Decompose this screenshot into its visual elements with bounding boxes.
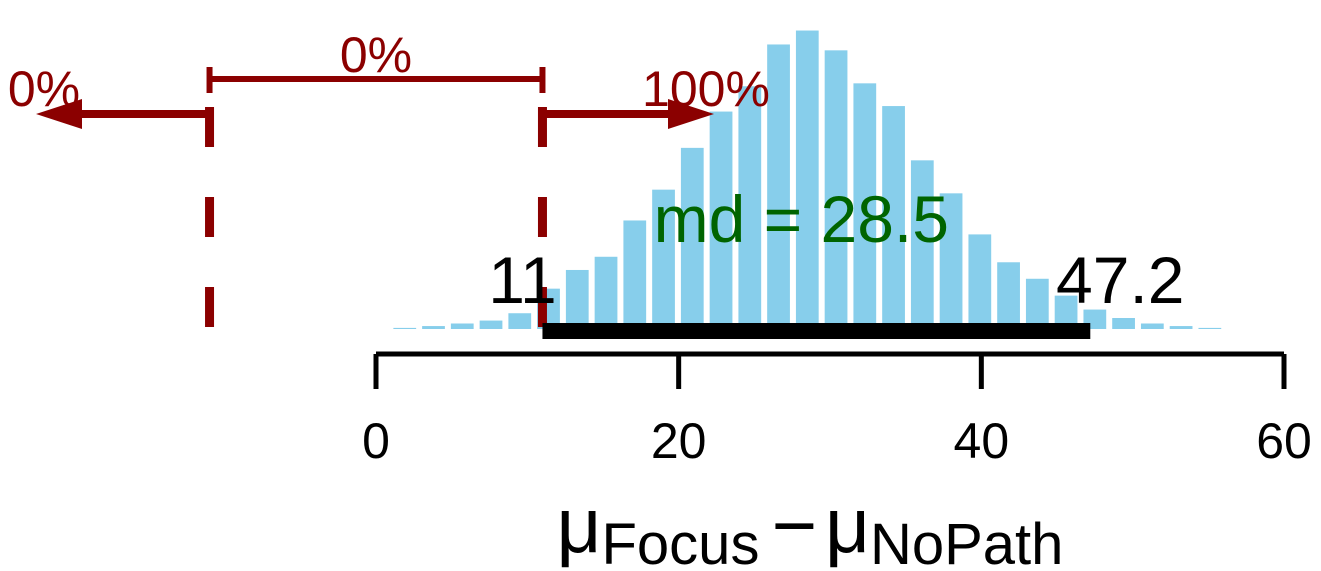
histogram-bar — [422, 326, 445, 329]
x-tick-label: 40 — [954, 413, 1010, 469]
histogram-bar — [565, 269, 589, 329]
histogram-bar — [479, 320, 503, 329]
histogram-bar — [450, 323, 474, 329]
x-axis-label: μFocus − μNoPath — [557, 481, 1064, 571]
histogram-bar — [1112, 318, 1135, 329]
histogram-bar — [767, 44, 790, 329]
rope-right-arrowhead — [668, 99, 714, 129]
minus-sign: − — [771, 481, 817, 569]
histogram-bar — [1198, 327, 1222, 329]
hdi-annotation: 11 47.2 — [488, 243, 1185, 339]
rope-left-percent: 0% — [8, 61, 80, 117]
median-label: md = 28.5 — [654, 182, 949, 256]
histogram-bar — [1054, 295, 1078, 329]
x-tick-label: 60 — [1256, 413, 1312, 469]
histogram-bar — [882, 106, 905, 329]
histogram-bar — [680, 147, 704, 329]
rope-left-arrowhead — [36, 99, 82, 129]
histogram-bar — [939, 193, 963, 329]
histogram-bar — [738, 86, 762, 330]
x-tick-label: 20 — [651, 413, 707, 469]
histogram-bar — [623, 220, 647, 329]
histogram-bar — [508, 313, 532, 329]
histogram-bar — [393, 327, 417, 329]
rope-annotation: 0% 0% 100% — [8, 27, 770, 334]
histogram-bar — [997, 262, 1020, 329]
histogram-bar — [1140, 323, 1164, 329]
histogram-bar — [853, 83, 877, 329]
histogram-bar — [1169, 326, 1193, 329]
mu-symbol-2: μ — [825, 481, 870, 569]
x-tick-label: 0 — [362, 413, 390, 469]
histogram-bar — [910, 160, 934, 329]
x-axis: 0 20 40 60 — [362, 351, 1312, 469]
histogram-bar — [709, 111, 733, 329]
rope-right-percent: 100% — [642, 61, 770, 117]
hdi-high-label: 47.2 — [1056, 243, 1184, 317]
histogram-bar — [824, 50, 848, 329]
rope-middle-percent: 0% — [340, 27, 412, 83]
hdi-low-label: 11 — [488, 243, 557, 317]
histogram-bar — [594, 256, 618, 329]
histogram-bar — [795, 30, 819, 330]
histogram-bar — [968, 234, 992, 329]
histogram-bar — [1025, 278, 1049, 329]
histogram-bar — [652, 189, 675, 329]
mu-symbol-1: μ — [557, 481, 602, 569]
subscript-focus: Focus — [602, 512, 760, 571]
subscript-nopath: NoPath — [870, 512, 1063, 571]
histogram-bars — [393, 30, 1222, 330]
